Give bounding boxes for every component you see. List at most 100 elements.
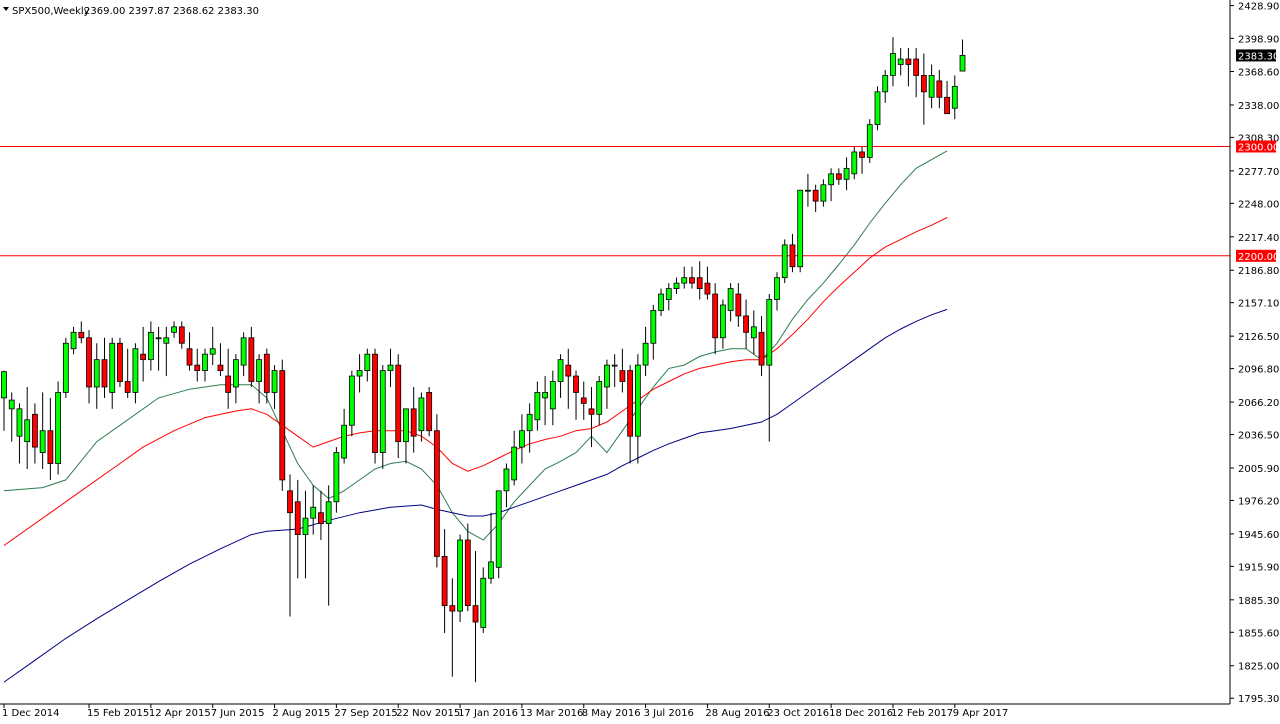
candle-body — [526, 413, 533, 432]
candle-body — [240, 337, 247, 366]
candle-body — [534, 392, 541, 421]
price-tick-label: 2066.20 — [1238, 398, 1279, 409]
price-tick-label: 2277.70 — [1238, 167, 1279, 178]
candle-body — [294, 501, 301, 535]
candle-body — [696, 277, 703, 289]
candle-body — [109, 342, 116, 393]
candle-body — [318, 512, 324, 525]
candle-body — [851, 151, 858, 175]
candle-body — [310, 506, 317, 519]
candle-body — [611, 364, 618, 367]
candle-body — [689, 277, 695, 284]
candle-body — [488, 561, 494, 579]
candle-body — [750, 326, 757, 339]
time-tick-label: 13 Mar 2016 — [520, 708, 583, 719]
candle-body — [859, 151, 865, 158]
candle-body — [217, 364, 224, 371]
candle-body — [62, 342, 69, 393]
candle-body — [495, 490, 502, 568]
candle-body — [766, 299, 773, 366]
candle-body — [333, 452, 340, 503]
candle-body — [302, 517, 309, 535]
candle-body — [704, 282, 711, 295]
candle-body — [789, 244, 796, 268]
candle-body — [140, 353, 147, 361]
candle-body — [464, 539, 471, 607]
candle-body — [379, 370, 386, 453]
candle-body — [209, 348, 216, 355]
candle-body — [279, 370, 286, 481]
price-tick-label: 2398.90 — [1238, 34, 1279, 45]
candle-body — [774, 277, 780, 300]
candle-body — [596, 381, 603, 415]
ohlc-values: 2369.00 2397.87 2368.62 2383.30 — [84, 6, 259, 17]
candle-body — [928, 75, 935, 98]
level-label-text: 2300.00 — [1238, 142, 1279, 153]
time-tick-label: 12 Apr 2015 — [149, 708, 211, 719]
candle-body — [132, 348, 139, 393]
moving-average-line-2 — [3, 217, 948, 546]
candles — [1, 37, 966, 683]
candle-body — [341, 424, 348, 459]
candle-body — [348, 375, 355, 426]
price-tick-label: 2368.60 — [1238, 67, 1279, 78]
candle-body — [32, 413, 38, 448]
candle-body — [951, 85, 958, 109]
candle-body — [835, 173, 842, 180]
candle-body — [719, 304, 726, 339]
candle-body — [70, 331, 77, 350]
moving-average-line-1 — [3, 150, 948, 541]
last-price-label: 2383.30 — [1236, 49, 1279, 62]
candle-body — [186, 348, 193, 366]
candle-body — [658, 293, 664, 311]
price-tick-label: 2126.50 — [1238, 332, 1279, 343]
candle-body — [395, 364, 402, 443]
price-axis: 2428.90 2398.90 2368.60 2338.00 2308.30 2277.… — [1230, 2, 1279, 705]
candle-body — [565, 364, 572, 377]
price-tick-label: 2338.00 — [1238, 101, 1279, 112]
price-tick-label: 1855.60 — [1238, 628, 1279, 639]
time-tick-label: 12 Feb 2017 — [891, 708, 953, 719]
candle-body — [55, 392, 62, 464]
candle-body — [8, 399, 15, 410]
price-tick-label: 2157.10 — [1238, 299, 1279, 310]
candle-body — [155, 337, 162, 340]
candle-body — [271, 370, 278, 393]
candle-body — [124, 381, 131, 393]
candle-body — [727, 288, 734, 311]
candle-body — [573, 375, 579, 393]
moving-averages — [3, 150, 948, 683]
candle-body — [905, 58, 912, 65]
horizontal-levels[interactable] — [0, 145, 1230, 257]
candle-body — [441, 556, 448, 607]
candle-body — [256, 359, 262, 382]
candle-body — [650, 310, 657, 344]
candle-body — [248, 337, 255, 382]
candle-body — [920, 75, 927, 93]
time-tick-label: 17 Jan 2016 — [458, 708, 518, 719]
axes — [0, 0, 1231, 705]
collapse-triangle-icon — [3, 7, 9, 11]
candle-body — [480, 577, 487, 628]
level-labels: 2300.00 2200.00 — [1236, 140, 1279, 263]
level-label-bg — [1236, 140, 1276, 153]
candle-body — [287, 490, 293, 514]
time-tick-label: 18 Dec 2016 — [829, 708, 893, 719]
candle-body — [805, 189, 811, 192]
candle-body — [472, 605, 479, 623]
candle-body — [263, 353, 270, 393]
price-tick-label: 1976.20 — [1238, 496, 1279, 507]
candle-body — [47, 430, 54, 464]
time-tick-label: 15 Feb 2015 — [87, 708, 149, 719]
candle-body — [549, 381, 556, 410]
price-tick-label: 2248.00 — [1238, 199, 1279, 210]
price-tick-label: 1825.00 — [1238, 662, 1279, 673]
candle-body — [897, 58, 904, 65]
time-tick-label: 2 Aug 2015 — [273, 708, 331, 719]
candle-body — [78, 331, 85, 339]
candle-body — [426, 392, 433, 432]
candle-body — [519, 430, 525, 448]
symbol-timeframe: SPX500,Weekly — [12, 6, 90, 17]
price-tick-label: 1885.30 — [1238, 596, 1279, 607]
